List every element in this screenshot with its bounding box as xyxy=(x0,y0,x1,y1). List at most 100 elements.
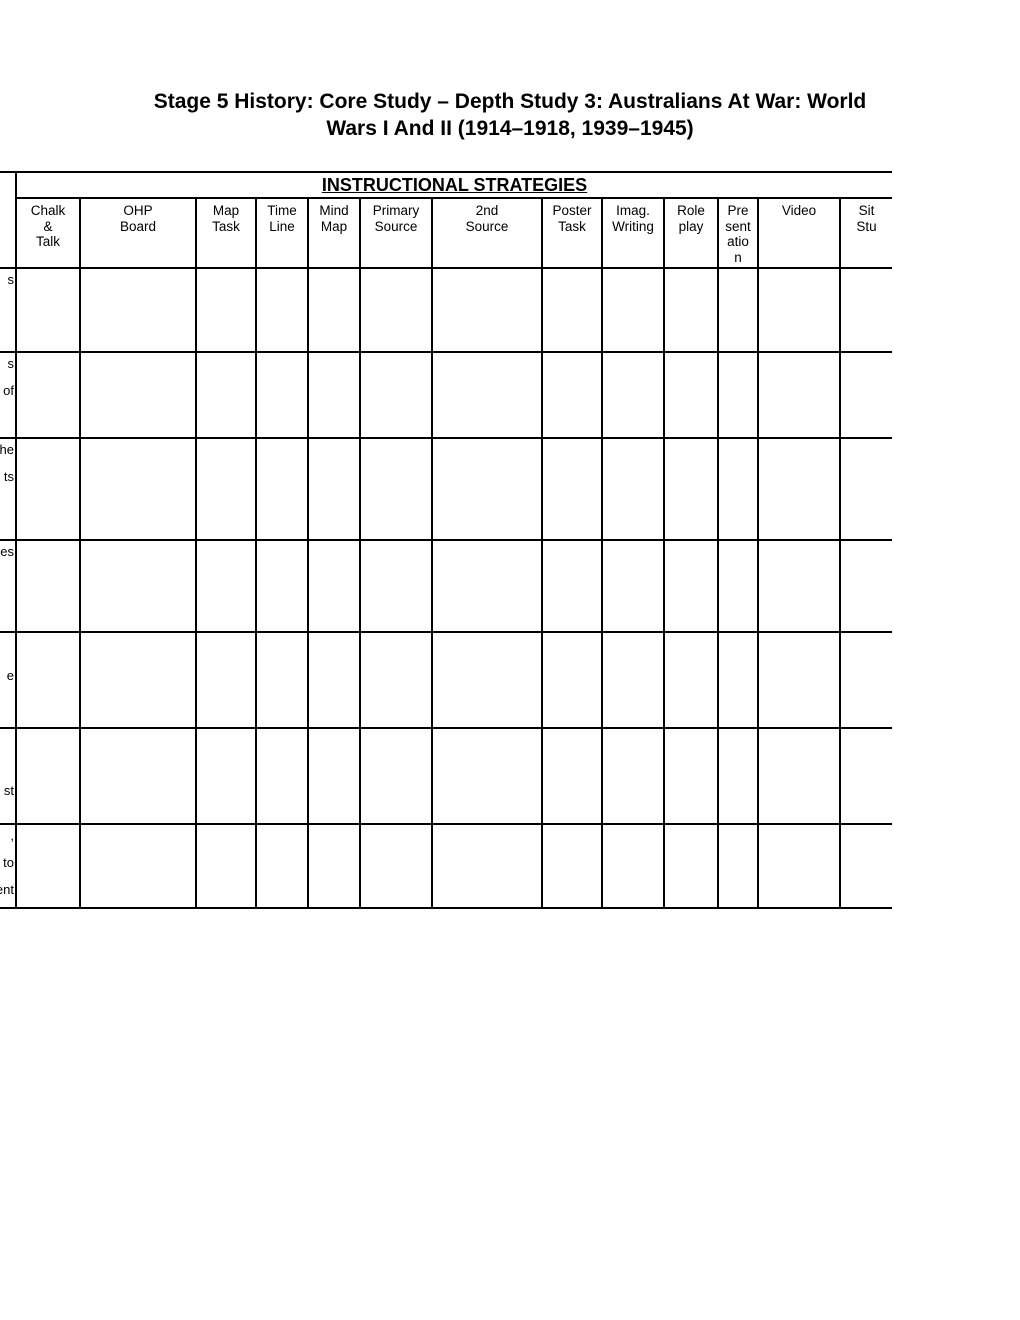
table-cell xyxy=(196,438,256,540)
table-cell xyxy=(16,352,80,438)
table-cell xyxy=(308,438,360,540)
table-cell xyxy=(840,728,892,824)
table-cell xyxy=(360,352,432,438)
table-cell xyxy=(256,268,308,352)
table-cell xyxy=(664,438,718,540)
table-cell xyxy=(256,540,308,632)
table-cell xyxy=(432,632,542,728)
table-cell xyxy=(432,268,542,352)
table-cell xyxy=(718,438,758,540)
table-cell xyxy=(602,824,664,908)
table-cell xyxy=(718,540,758,632)
column-header: PosterTask xyxy=(542,198,602,268)
table-cell xyxy=(758,268,840,352)
table-cell xyxy=(840,438,892,540)
table-cell xyxy=(542,540,602,632)
table-cell xyxy=(718,632,758,728)
table-cell xyxy=(664,632,718,728)
table-cell xyxy=(602,438,664,540)
table-cell xyxy=(16,824,80,908)
table-cell xyxy=(16,728,80,824)
row-label-fragment: sof xyxy=(0,352,16,438)
table-cell xyxy=(664,352,718,438)
row-label-fragment: s xyxy=(0,268,16,352)
table-cell xyxy=(602,268,664,352)
table-cell xyxy=(840,268,892,352)
table-cell xyxy=(602,352,664,438)
row-label-fragment: st xyxy=(0,728,16,824)
table-cell xyxy=(256,824,308,908)
table-cell xyxy=(360,632,432,728)
column-header: PrimarySource xyxy=(360,198,432,268)
strategies-table-wrapper: INSTRUCTIONAL STRATEGIESChalk&TalkOHPBoa… xyxy=(0,171,1020,910)
table-cell xyxy=(542,824,602,908)
table-cell xyxy=(80,352,196,438)
row-label-fragment: e xyxy=(0,632,16,728)
table-cell xyxy=(256,438,308,540)
left-stub-header xyxy=(0,172,16,269)
table-cell xyxy=(196,540,256,632)
table-cell xyxy=(308,824,360,908)
table-cell xyxy=(718,824,758,908)
table-cell xyxy=(196,632,256,728)
row-label-fragment: ,toent xyxy=(0,824,16,908)
table-cell xyxy=(664,728,718,824)
table-cell xyxy=(196,728,256,824)
column-header: TimeLine xyxy=(256,198,308,268)
table-cell xyxy=(80,824,196,908)
table-cell xyxy=(16,632,80,728)
table-cell xyxy=(308,268,360,352)
page-title: Stage 5 History: Core Study – Depth Stud… xyxy=(100,88,920,143)
table-cell xyxy=(758,728,840,824)
table-cell xyxy=(664,268,718,352)
table-cell xyxy=(308,540,360,632)
table-cell xyxy=(80,540,196,632)
table-cell xyxy=(542,268,602,352)
title-line-1: Stage 5 History: Core Study – Depth Stud… xyxy=(154,90,867,113)
table-cell xyxy=(432,438,542,540)
table-cell xyxy=(16,540,80,632)
column-header: MindMap xyxy=(308,198,360,268)
table-cell xyxy=(360,540,432,632)
table-cell xyxy=(16,268,80,352)
row-label-fragment: es xyxy=(0,540,16,632)
column-header: Imag.Writing xyxy=(602,198,664,268)
column-header: OHPBoard xyxy=(80,198,196,268)
table-cell xyxy=(360,728,432,824)
column-header: Video xyxy=(758,198,840,268)
row-label-fragment: hets xyxy=(0,438,16,540)
table-cell xyxy=(758,352,840,438)
table-cell xyxy=(80,728,196,824)
table-cell xyxy=(196,824,256,908)
table-cell xyxy=(542,632,602,728)
column-header: Roleplay xyxy=(664,198,718,268)
table-cell xyxy=(718,268,758,352)
table-cell xyxy=(602,632,664,728)
table-cell xyxy=(196,352,256,438)
table-cell xyxy=(308,632,360,728)
table-cell xyxy=(432,540,542,632)
table-cell xyxy=(308,728,360,824)
table-cell xyxy=(758,824,840,908)
table-cell xyxy=(80,268,196,352)
table-cell xyxy=(80,438,196,540)
table-cell xyxy=(840,824,892,908)
title-line-2: Wars I And II (1914–1918, 1939–1945) xyxy=(326,117,693,140)
strategies-table: INSTRUCTIONAL STRATEGIESChalk&TalkOHPBoa… xyxy=(0,171,892,910)
table-cell xyxy=(840,632,892,728)
table-cell xyxy=(432,352,542,438)
column-header: SitStu xyxy=(840,198,892,268)
table-cell xyxy=(16,438,80,540)
table-cell xyxy=(360,268,432,352)
table-cell xyxy=(256,728,308,824)
table-cell xyxy=(664,540,718,632)
section-header: INSTRUCTIONAL STRATEGIES xyxy=(16,172,892,199)
table-cell xyxy=(840,352,892,438)
column-header: Chalk&Talk xyxy=(16,198,80,268)
column-header: 2ndSource xyxy=(432,198,542,268)
table-cell xyxy=(542,438,602,540)
table-cell xyxy=(256,352,308,438)
table-cell xyxy=(196,268,256,352)
table-cell xyxy=(80,632,196,728)
table-cell xyxy=(360,438,432,540)
